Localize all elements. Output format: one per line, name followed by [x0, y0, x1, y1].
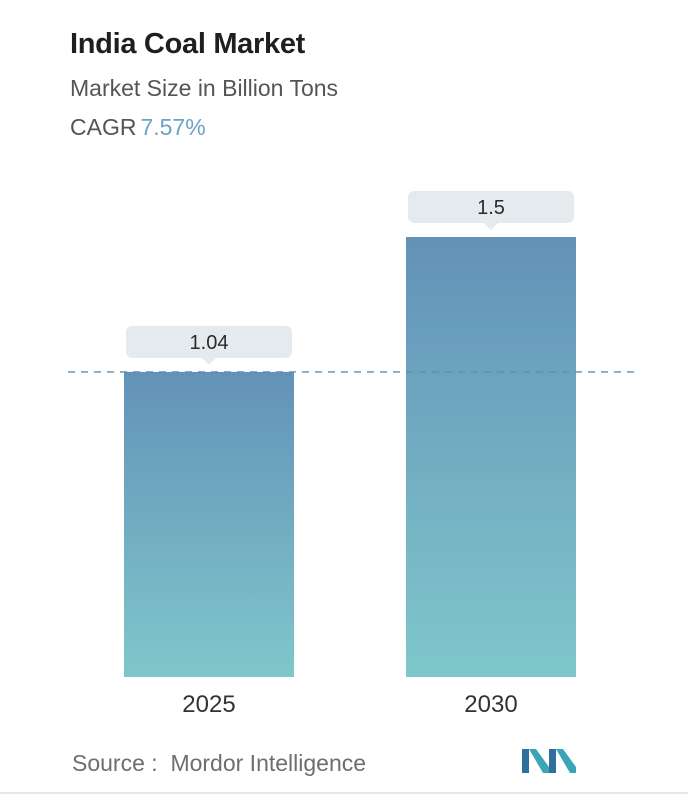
chart-subtitle: Market Size in Billion Tons	[70, 75, 339, 101]
bottom-divider	[0, 792, 688, 794]
cagr-value: 7.57%	[140, 114, 206, 140]
bar-2030	[406, 237, 576, 677]
cagr-line: CAGR 7.57%	[70, 114, 206, 141]
x-tick-label-2025: 2025	[182, 691, 235, 718]
source-name: Mordor Intelligence	[170, 750, 367, 776]
source-label: Source :	[72, 750, 158, 776]
x-tick-label-2030: 2030	[464, 691, 517, 718]
data-label-text: 1.5	[477, 197, 505, 219]
data-label-2030: 1.5	[408, 191, 574, 230]
chart-title: India Coal Market	[70, 28, 306, 60]
data-label-text: 1.04	[190, 332, 229, 354]
mordor-intelligence-logo-icon	[522, 749, 576, 773]
source-line: Source : Mordor Intelligence	[72, 750, 366, 777]
data-label-2025: 1.04	[126, 325, 292, 365]
cagr-label: CAGR	[70, 114, 137, 140]
bar-2025	[124, 371, 294, 677]
